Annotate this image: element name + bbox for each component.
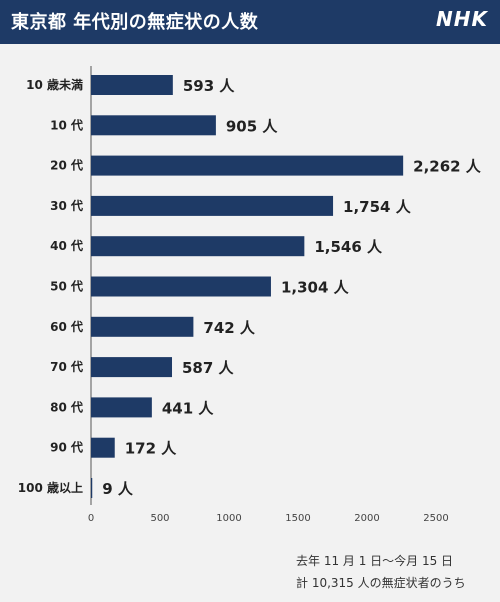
category-label: 10 代 — [50, 117, 83, 132]
value-label: 9 人 — [102, 480, 134, 498]
x-tick-label: 0 — [88, 513, 94, 524]
value-label: 172 人 — [125, 440, 178, 458]
bar — [91, 75, 173, 95]
bar — [91, 276, 271, 297]
value-label: 1,546 人 — [314, 238, 383, 256]
x-tick-label: 1500 — [285, 513, 310, 524]
footnote-total: 計 10,315 人の無症状者のうち — [296, 576, 466, 590]
bar — [91, 195, 334, 216]
value-label: 587 人 — [182, 359, 235, 377]
bar-chart: 10 歳未満 593 人 10 代 905 人 20 代 2,262 人 30 代 1,754… — [18, 66, 482, 524]
footnote: 去年 11 月 1 日〜今月 15 日 計 10,315 人の無症状者のうち — [296, 550, 466, 594]
value-label: 441 人 — [162, 399, 215, 417]
nhk-logo: NHK — [436, 7, 488, 31]
category-label: 10 歳未満 — [26, 77, 83, 92]
x-tick-label: 2000 — [354, 513, 379, 524]
footnote-period: 去年 11 月 1 日〜今月 15 日 — [296, 554, 454, 568]
bar — [91, 437, 115, 458]
category-label: 30 代 — [50, 198, 83, 213]
bar — [91, 115, 216, 136]
bar — [91, 478, 93, 498]
bar — [91, 357, 173, 378]
chart-header: 東京都 年代別の無症状の人数 NHK — [0, 0, 500, 44]
bar — [91, 236, 305, 257]
bar — [91, 397, 152, 418]
category-label: 40 代 — [50, 238, 83, 253]
chart-title: 東京都 年代別の無症状の人数 — [11, 12, 259, 33]
x-tick-label: 1000 — [216, 513, 241, 524]
x-tick-label: 2500 — [423, 513, 448, 524]
value-label: 593 人 — [183, 77, 236, 95]
x-tick-label: 500 — [150, 513, 169, 524]
value-label: 1,304 人 — [281, 279, 350, 297]
category-label: 50 代 — [50, 279, 83, 294]
value-label: 2,262 人 — [413, 158, 482, 176]
category-label: 100 歳以上 — [18, 480, 83, 495]
category-label: 70 代 — [50, 359, 83, 374]
category-label: 80 代 — [50, 399, 83, 414]
value-label: 742 人 — [203, 319, 256, 337]
value-label: 905 人 — [226, 117, 279, 135]
category-label: 90 代 — [50, 440, 83, 455]
bar — [91, 155, 404, 176]
value-label: 1,754 人 — [343, 198, 412, 216]
category-label: 60 代 — [50, 319, 83, 334]
bar — [91, 316, 194, 337]
category-label: 20 代 — [50, 158, 83, 173]
